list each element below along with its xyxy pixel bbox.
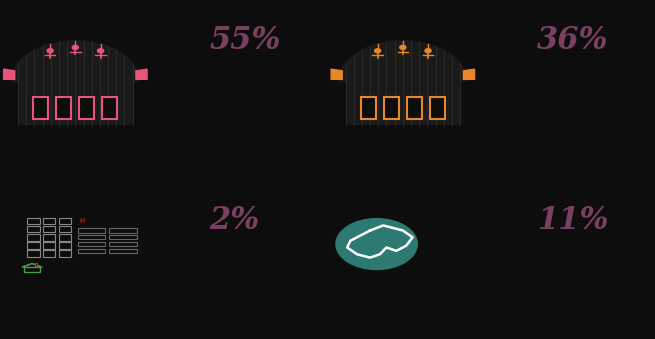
Bar <box>407 97 422 119</box>
Bar <box>59 242 71 249</box>
Bar <box>59 218 71 224</box>
Bar <box>18 81 132 125</box>
FancyBboxPatch shape <box>109 235 136 239</box>
Ellipse shape <box>98 49 103 53</box>
Bar <box>33 97 48 119</box>
Bar <box>430 97 445 119</box>
Bar <box>79 97 94 119</box>
Bar <box>24 267 41 272</box>
Ellipse shape <box>47 49 53 53</box>
Bar <box>361 97 376 119</box>
FancyBboxPatch shape <box>109 249 136 253</box>
Polygon shape <box>339 41 466 81</box>
Bar <box>346 81 460 125</box>
Text: 11%: 11% <box>537 205 608 236</box>
FancyBboxPatch shape <box>77 235 105 239</box>
Text: 2%: 2% <box>210 205 260 236</box>
Bar <box>56 97 71 119</box>
Bar <box>43 226 55 233</box>
Bar <box>43 242 55 249</box>
Bar <box>59 250 71 257</box>
Polygon shape <box>4 69 15 79</box>
Bar <box>43 218 55 224</box>
Ellipse shape <box>72 45 79 49</box>
Bar <box>43 234 55 241</box>
Polygon shape <box>331 69 342 79</box>
FancyBboxPatch shape <box>109 242 136 246</box>
Ellipse shape <box>336 219 417 270</box>
Bar <box>28 242 39 249</box>
Bar <box>28 226 39 233</box>
Text: 36%: 36% <box>537 25 608 56</box>
Ellipse shape <box>375 49 381 53</box>
Bar <box>43 250 55 257</box>
Bar <box>59 234 71 241</box>
FancyBboxPatch shape <box>109 228 136 233</box>
Bar <box>384 97 399 119</box>
FancyBboxPatch shape <box>77 242 105 246</box>
FancyBboxPatch shape <box>77 249 105 253</box>
Text: 55%: 55% <box>210 25 281 56</box>
Bar <box>28 218 39 224</box>
Ellipse shape <box>425 49 431 53</box>
Polygon shape <box>12 41 140 81</box>
Text: H: H <box>79 218 84 224</box>
Bar <box>28 234 39 241</box>
Ellipse shape <box>400 45 406 49</box>
Bar <box>59 226 71 233</box>
Bar <box>28 250 39 257</box>
Polygon shape <box>463 69 474 79</box>
Bar <box>102 97 117 119</box>
FancyBboxPatch shape <box>77 228 105 233</box>
Bar <box>35 263 37 266</box>
Polygon shape <box>136 69 147 79</box>
